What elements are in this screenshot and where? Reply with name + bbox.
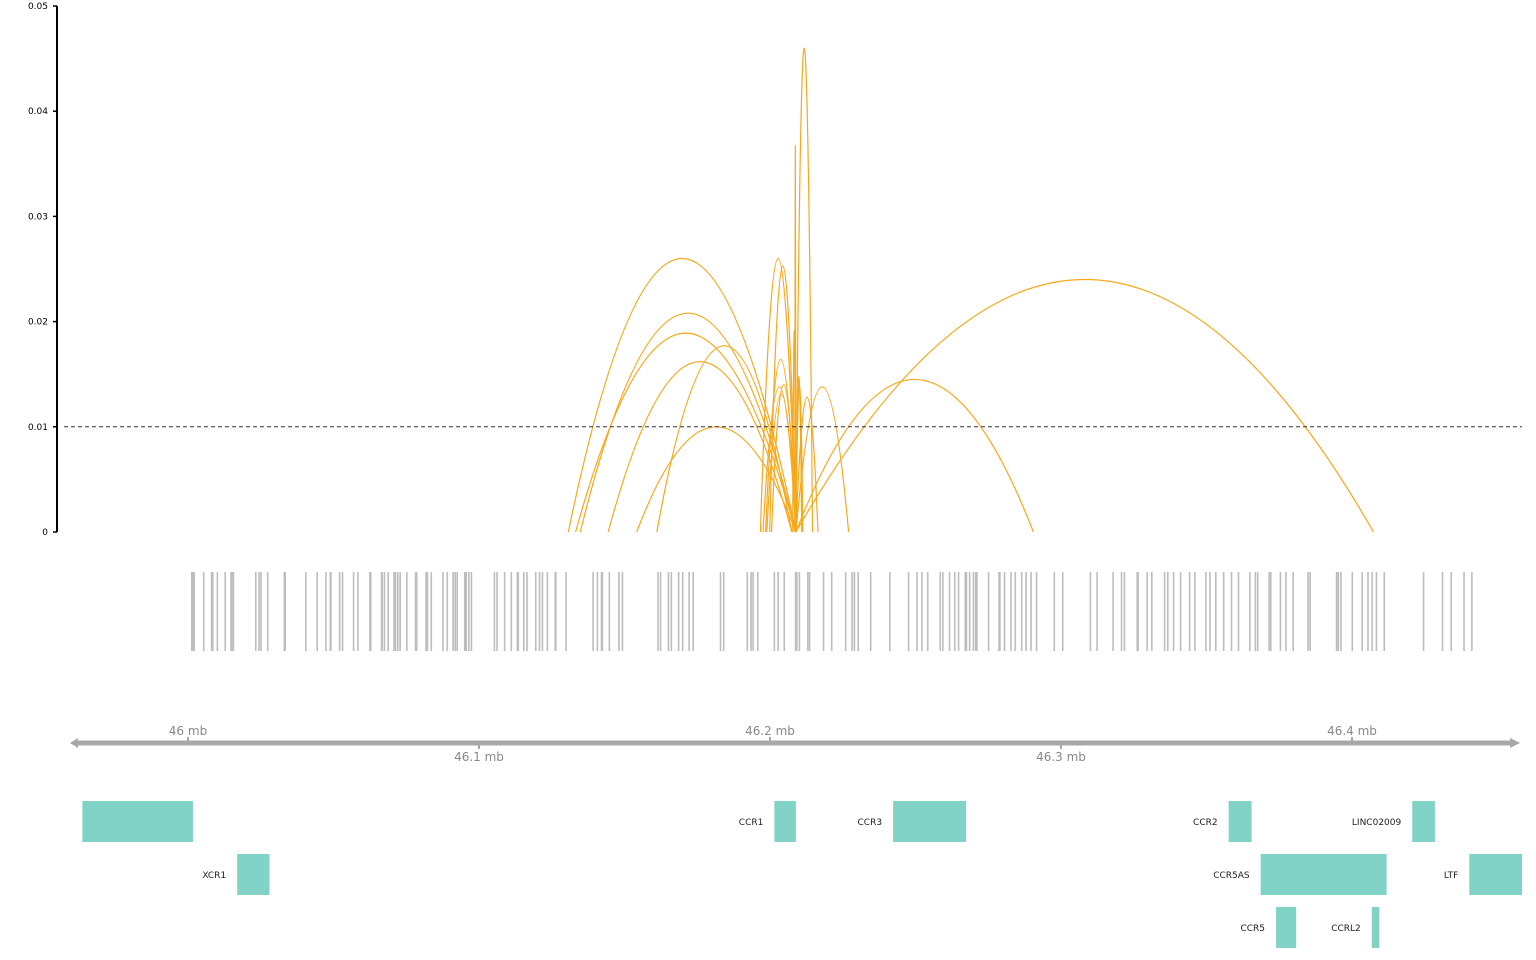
interaction-arc (567, 258, 797, 533)
gene-label: CCRL2 (1331, 924, 1361, 934)
interaction-arc (766, 393, 797, 533)
genome-axis-tick-label: 46.3 mb (1036, 750, 1086, 764)
y-tick-label: 0.03 (28, 212, 48, 222)
interaction-arc (795, 278, 1375, 533)
snp-track (190, 572, 1473, 651)
genome-axis-left-arrow (70, 738, 78, 748)
gene-block (774, 801, 796, 842)
interaction-arc (759, 257, 797, 533)
gene-label: CCR5 (1240, 924, 1265, 934)
gene-label: CCR5AS (1213, 871, 1250, 881)
gene-label: CCR3 (858, 818, 883, 828)
interaction-arc (795, 385, 804, 533)
interaction-arc (795, 47, 814, 533)
y-tick-label: 0.01 (28, 423, 48, 433)
interaction-arc (769, 265, 797, 533)
gene-label: CCR2 (1193, 818, 1218, 828)
interaction-arc (792, 329, 797, 533)
gene-label: XCR1 (202, 871, 226, 881)
genome-axis-tick-label: 46.4 mb (1327, 724, 1377, 738)
gene-block (893, 801, 967, 842)
gene-block (1371, 907, 1380, 948)
y-tick-label: 0 (42, 528, 48, 538)
gene-block (82, 801, 193, 842)
genome-axis-tick-label: 46.1 mb (454, 750, 504, 764)
genome-axis-tick-label: 46.2 mb (745, 724, 795, 738)
genome-axis-right-arrow (1510, 738, 1520, 748)
gene-block (1412, 801, 1435, 842)
gene-track: XCR1 CCR1 CCR3 CCR2 LINC02009 CCR5AS LTF CCR5 CC… (82, 801, 1522, 948)
y-tick-label: 0.02 (28, 318, 48, 328)
interaction-arc (795, 396, 819, 533)
gene-block (1260, 854, 1387, 895)
y-tick-label: 0.05 (28, 2, 48, 12)
genome-axis: 46 mb 46.1 mb 46.2 mb 46.3 mb 46.4 mb (70, 724, 1520, 764)
interaction-arc (575, 332, 797, 533)
gene-block (1469, 854, 1522, 895)
gene-block (237, 854, 270, 895)
interaction-arc (607, 361, 793, 533)
gene-block (1228, 801, 1252, 842)
interaction-arc (795, 379, 1034, 533)
y-tick-label: 0.04 (28, 107, 48, 117)
interaction-arc (579, 312, 797, 533)
interaction-arc (795, 386, 850, 533)
y-axis: 0 0.01 0.02 0.03 0.04 0.05 (28, 2, 58, 538)
gene-label: LTF (1444, 871, 1458, 881)
gene-label: LINC02009 (1352, 818, 1402, 828)
gene-label: CCR1 (739, 818, 764, 828)
interaction-arcs (567, 47, 1375, 533)
gene-block (1276, 907, 1297, 948)
genome-axis-tick-label: 46 mb (169, 724, 207, 738)
